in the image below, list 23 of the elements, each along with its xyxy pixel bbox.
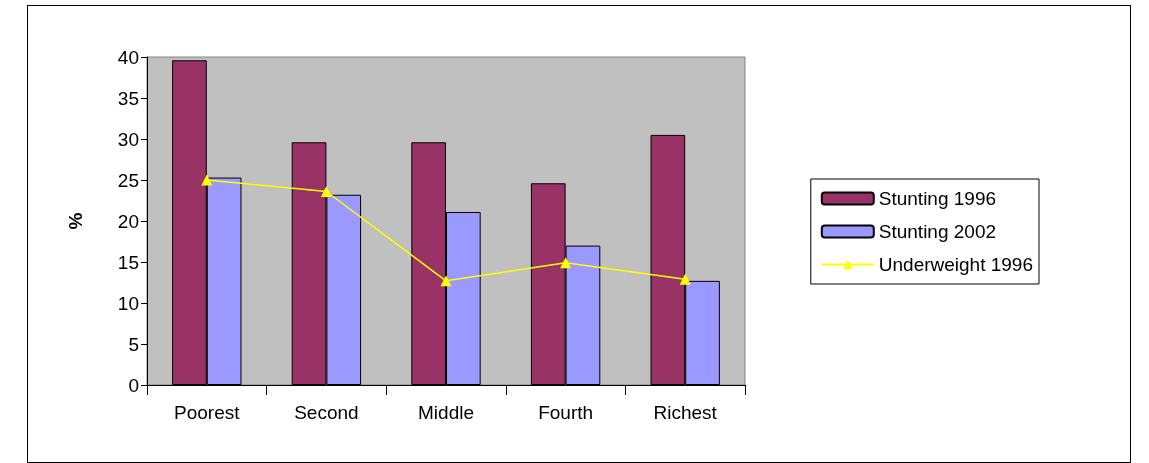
x-tick-label: Poorest	[174, 402, 241, 423]
legend-label: Stunting 1996	[878, 188, 997, 209]
x-tick-label: Second	[294, 402, 359, 423]
point	[440, 275, 452, 287]
point	[201, 174, 213, 186]
y-tick-label: 40	[117, 46, 139, 68]
y-tick-label: 30	[117, 128, 139, 150]
y-tick-label: 15	[117, 251, 139, 273]
y-tick-label: 10	[117, 292, 139, 314]
point	[679, 273, 691, 285]
y-axis-title: %	[65, 212, 86, 230]
y-tick-label: 0	[128, 374, 139, 396]
legend-label: Stunting 2002	[878, 221, 997, 242]
y-tick-label: 20	[117, 210, 139, 232]
point	[320, 185, 332, 197]
x-tick-label: Fourth	[538, 402, 594, 423]
y-tick-label: 35	[117, 87, 139, 109]
y-tick-label: 25	[117, 169, 139, 191]
point	[560, 257, 572, 269]
x-tick-label: Middle	[418, 402, 474, 423]
y-tick-label: 5	[128, 333, 139, 355]
x-tick-label: Richest	[653, 402, 718, 423]
legend-label: Underweight 1996	[878, 254, 1033, 275]
